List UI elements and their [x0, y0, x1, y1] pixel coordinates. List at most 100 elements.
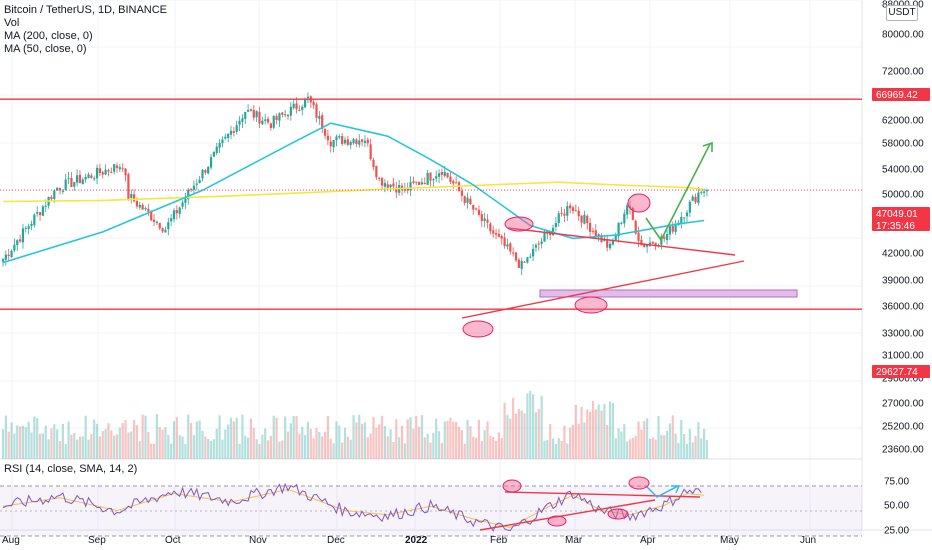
- price-tick-label: 39000.00: [882, 276, 924, 287]
- volume-bar: [289, 423, 292, 459]
- volume-bar: [437, 431, 441, 459]
- volume-bar: [326, 416, 329, 459]
- candle-body: [58, 187, 62, 191]
- volume-bar: [155, 414, 158, 459]
- volume-bar: [475, 437, 478, 459]
- candle-body: [341, 136, 344, 145]
- candle-body: [637, 232, 640, 241]
- ma200-legend[interactable]: MA (200, close, 0): [4, 30, 93, 42]
- volume-bar: [497, 432, 500, 459]
- volume-bar: [420, 415, 424, 459]
- volume-bar: [363, 422, 367, 459]
- volume-bar: [543, 440, 546, 459]
- candle-body: [486, 219, 489, 223]
- candle-body: [30, 223, 33, 227]
- candle-body: [312, 101, 315, 106]
- volume-bar: [492, 436, 495, 459]
- candle-body: [292, 103, 295, 108]
- time-tick-label: Aug: [2, 535, 20, 546]
- volume-bar: [249, 418, 253, 459]
- candle-body: [703, 191, 706, 193]
- ma50-legend[interactable]: MA (50, close, 0): [4, 43, 87, 55]
- volume-bar: [534, 412, 538, 459]
- volume-bar: [127, 432, 130, 459]
- volume-bar: [67, 421, 70, 459]
- volume-bar: [509, 418, 512, 459]
- candle-body: [10, 250, 13, 258]
- candle-body: [557, 213, 560, 224]
- candle-body: [463, 196, 466, 204]
- candle-body: [244, 112, 247, 119]
- volume-bar: [611, 403, 614, 459]
- volume-bar: [392, 441, 395, 459]
- volume-bar: [435, 418, 438, 459]
- rsi-tick-label: 50.00: [884, 501, 909, 512]
- candle-body: [90, 175, 93, 178]
- candle-body: [358, 140, 361, 145]
- candle-body: [509, 243, 512, 252]
- volume-bar: [398, 437, 401, 459]
- volume-bar: [683, 434, 686, 459]
- currency-badge[interactable]: USDT: [886, 5, 918, 21]
- volume-bar: [269, 435, 272, 459]
- volume-bar: [198, 420, 201, 459]
- candle-body: [694, 196, 697, 203]
- volume-bar: [281, 440, 284, 459]
- volume-bar: [150, 443, 153, 459]
- candle-body: [386, 184, 389, 188]
- volume-bar: [352, 415, 355, 459]
- candle-body: [115, 165, 119, 169]
- symbol-title[interactable]: Bitcoin / TetherUS, 1D, BINANCE: [4, 4, 168, 16]
- price-tick-label: 80000.00: [882, 30, 924, 41]
- volume-bar: [608, 401, 612, 459]
- candle-body: [84, 176, 87, 180]
- volume-bar: [355, 422, 358, 459]
- candle-body: [372, 159, 375, 168]
- volume-bar: [70, 434, 73, 459]
- volume-bar: [232, 421, 235, 459]
- candle-body: [81, 179, 84, 185]
- volume-bar: [19, 426, 22, 459]
- volume-bar: [685, 443, 689, 459]
- vol-legend[interactable]: Vol: [4, 17, 20, 29]
- resistance-price-tag-bg: [872, 88, 930, 101]
- price-tick-label: 23600.00: [882, 445, 924, 456]
- candle-body: [603, 239, 606, 242]
- candle-body: [301, 106, 304, 110]
- volume-bar: [643, 420, 646, 459]
- candle-body: [506, 244, 509, 247]
- candle-body: [127, 174, 130, 199]
- candle-body: [691, 196, 694, 201]
- volume-bar: [583, 422, 586, 459]
- volume-bar: [648, 438, 652, 459]
- volume-bar: [651, 437, 654, 459]
- volume-bar: [366, 437, 369, 459]
- candle-body: [264, 119, 267, 121]
- volume-bar: [212, 439, 215, 459]
- volume-bar: [646, 418, 649, 459]
- candle-body: [534, 244, 538, 248]
- volume-bar: [383, 425, 386, 459]
- volume-bar: [606, 424, 609, 459]
- volume-bar: [209, 440, 213, 459]
- candle-body: [503, 237, 506, 247]
- candle-body: [161, 228, 164, 232]
- volume-bar: [375, 427, 378, 459]
- candle-body: [489, 223, 492, 232]
- volume-bar: [309, 428, 312, 459]
- candle-body: [634, 220, 637, 234]
- price-tick-label: 42000.00: [882, 249, 924, 260]
- rsi-legend[interactable]: RSI (14, close, SMA, 14, 2): [4, 463, 138, 475]
- candle-body: [674, 224, 677, 232]
- candle-body: [589, 222, 592, 232]
- volume-bar: [172, 421, 176, 459]
- volume-bar: [138, 441, 141, 459]
- time-tick-label: Feb: [490, 535, 508, 546]
- volume-bar: [207, 438, 210, 459]
- volume-bar: [483, 430, 486, 459]
- volume-bar: [694, 435, 697, 459]
- volume-bar: [90, 434, 93, 459]
- ascending-trendline: [461, 260, 745, 319]
